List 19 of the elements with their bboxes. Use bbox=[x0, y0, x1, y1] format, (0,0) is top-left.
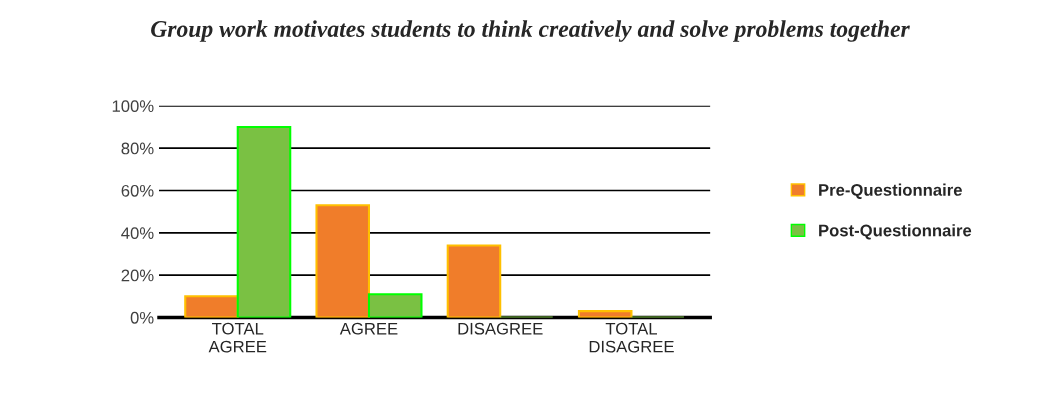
bar bbox=[184, 295, 239, 318]
bar bbox=[446, 244, 502, 318]
bar bbox=[236, 125, 292, 318]
y-tick-label: 80% bbox=[121, 142, 154, 155]
x-tick-label: AGREE bbox=[339, 322, 398, 335]
x-tick-label: DISAGREE bbox=[458, 322, 543, 335]
y-tick-label: 40% bbox=[121, 227, 154, 240]
y-tick-label: 100% bbox=[112, 100, 154, 113]
bar bbox=[315, 204, 371, 318]
bar bbox=[577, 310, 633, 318]
legend-label: Post-Questionnaire bbox=[819, 224, 972, 240]
chart-title: Group work motivates students to think creatively and solve problems together bbox=[151, 20, 910, 42]
legend-label: Pre-Questionnaire bbox=[819, 183, 962, 199]
y-tick-label: 0% bbox=[130, 311, 154, 324]
y-tick-label: 60% bbox=[121, 184, 154, 197]
x-tick-label: TOTAL DISAGREE bbox=[589, 322, 674, 353]
x-tick-label: TOTAL AGREE bbox=[208, 322, 267, 353]
y-tick-label: 20% bbox=[121, 269, 154, 282]
bar bbox=[367, 293, 423, 318]
